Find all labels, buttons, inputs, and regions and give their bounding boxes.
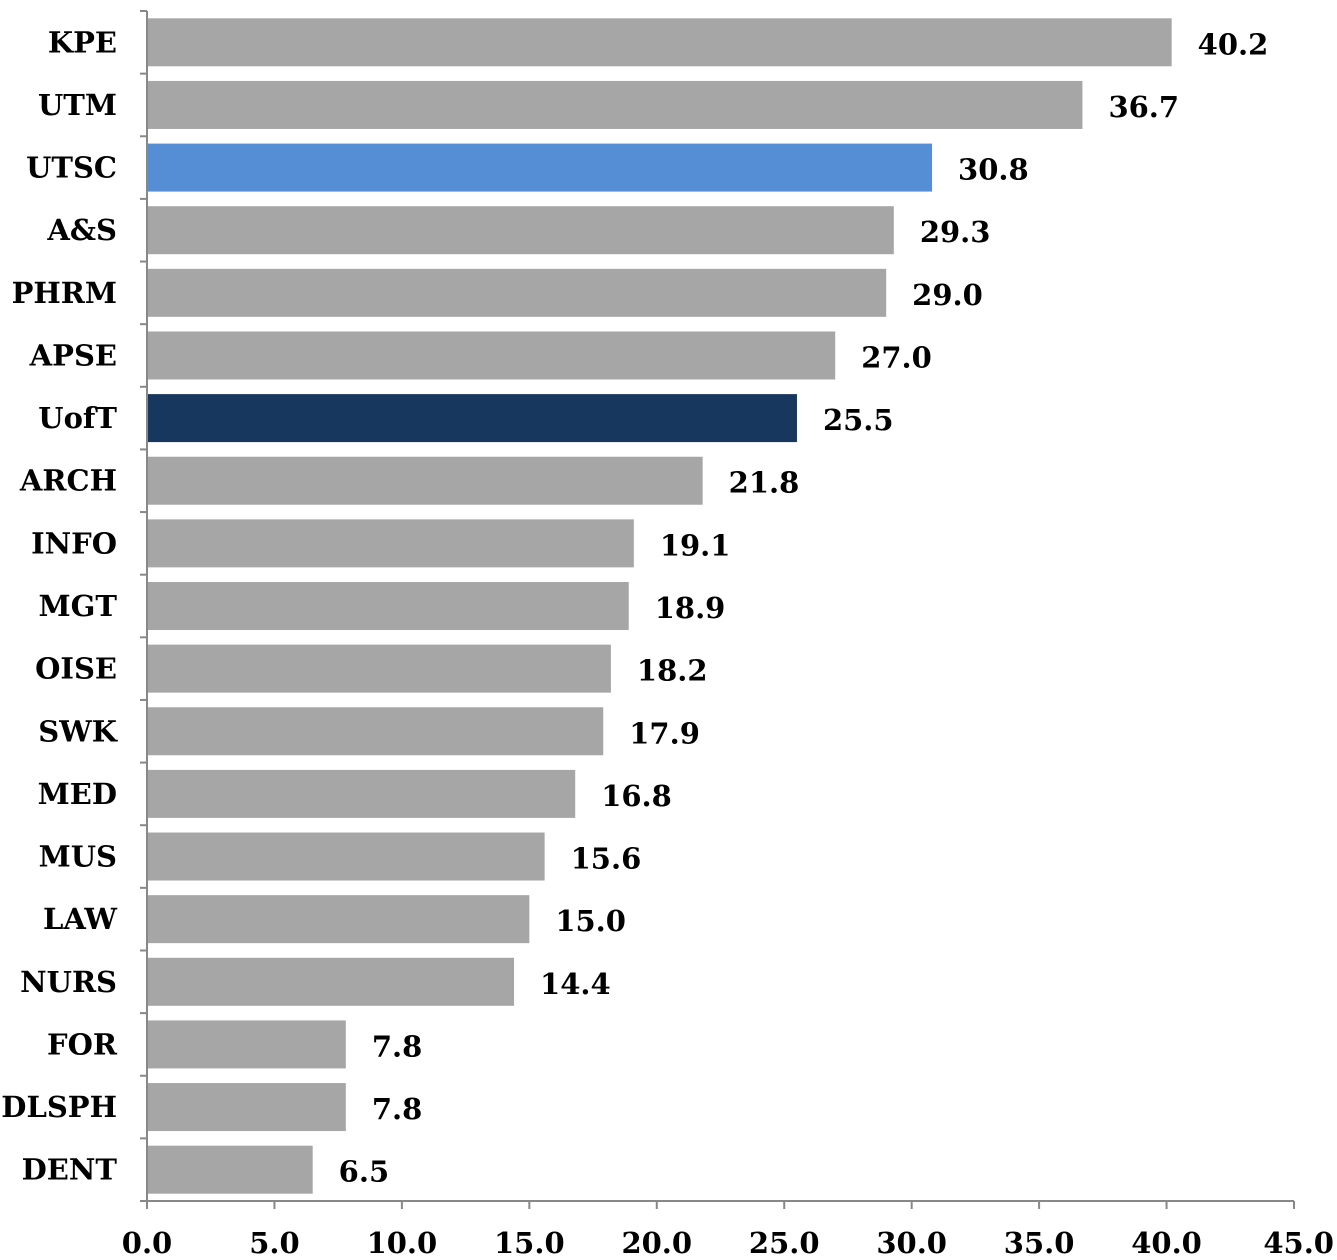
category-label-dent: DENT bbox=[22, 1153, 118, 1187]
value-label-mgt: 18.9 bbox=[655, 591, 726, 625]
bar-mgt bbox=[147, 582, 629, 630]
category-label-aands: A&S bbox=[46, 213, 117, 247]
category-label-mgt: MGT bbox=[39, 589, 118, 623]
labels-group: KPE 40.2 UTM 36.7 UTSC 30.8 A&S 29.3 PHRM 29.0 APS… bbox=[1, 25, 1334, 1260]
value-label-kpe: 40.2 bbox=[1198, 27, 1269, 61]
bar-kpe bbox=[147, 18, 1172, 67]
bar-dent bbox=[147, 1145, 313, 1194]
bar-dlsph bbox=[147, 1083, 346, 1132]
value-label-mus: 15.6 bbox=[571, 842, 642, 876]
value-label-utsc: 30.8 bbox=[958, 153, 1029, 187]
category-label-apse: APSE bbox=[29, 338, 117, 372]
x-tick-label: 30.0 bbox=[876, 1226, 947, 1260]
value-label-info: 19.1 bbox=[660, 528, 731, 562]
value-label-apse: 27.0 bbox=[861, 340, 932, 374]
bars-group bbox=[147, 18, 1172, 1194]
category-label-oise: OISE bbox=[35, 652, 117, 686]
value-label-swk: 17.9 bbox=[629, 716, 700, 750]
value-label-med: 16.8 bbox=[601, 779, 672, 813]
x-tick-label: 0.0 bbox=[122, 1226, 172, 1260]
bar-for bbox=[147, 1020, 346, 1069]
value-label-dent: 6.5 bbox=[339, 1155, 389, 1189]
value-label-utm: 36.7 bbox=[1108, 90, 1179, 124]
x-tick-label: 45.0 bbox=[1263, 1226, 1334, 1260]
bar-swk bbox=[147, 707, 604, 756]
x-tick-label: 25.0 bbox=[749, 1226, 820, 1260]
value-label-dlsph: 7.8 bbox=[372, 1092, 422, 1126]
category-label-info: INFO bbox=[31, 526, 117, 560]
value-label-oise: 18.2 bbox=[637, 654, 708, 688]
bar-utsc bbox=[147, 143, 933, 192]
bar-med bbox=[147, 769, 576, 818]
category-label-uoft: UofT bbox=[38, 401, 117, 435]
x-tick-label: 5.0 bbox=[249, 1226, 299, 1260]
bar-aands bbox=[147, 206, 894, 255]
category-label-law: LAW bbox=[43, 902, 117, 936]
value-label-for: 7.8 bbox=[372, 1029, 422, 1063]
value-label-aands: 29.3 bbox=[920, 215, 991, 249]
value-label-uoft: 25.5 bbox=[823, 403, 894, 437]
category-label-mus: MUS bbox=[39, 840, 117, 874]
bar-nurs bbox=[147, 957, 515, 1006]
bar-oise bbox=[147, 644, 611, 693]
category-label-phrm: PHRM bbox=[12, 276, 117, 310]
bar-info bbox=[147, 519, 634, 568]
x-tick-label: 15.0 bbox=[494, 1226, 565, 1260]
x-tick-label: 40.0 bbox=[1131, 1226, 1202, 1260]
category-label-utsc: UTSC bbox=[26, 151, 117, 185]
category-label-for: FOR bbox=[47, 1027, 118, 1061]
x-tick-label: 10.0 bbox=[367, 1226, 438, 1260]
bar-mus bbox=[147, 832, 545, 881]
category-label-med: MED bbox=[38, 777, 117, 811]
bar-utm bbox=[147, 80, 1083, 129]
value-label-phrm: 29.0 bbox=[912, 278, 983, 312]
category-label-dlsph: DLSPH bbox=[1, 1090, 117, 1124]
category-label-swk: SWK bbox=[38, 714, 119, 748]
bar-arch bbox=[147, 456, 703, 505]
value-label-nurs: 14.4 bbox=[540, 967, 611, 1001]
category-label-utm: UTM bbox=[38, 88, 117, 122]
value-label-law: 15.0 bbox=[555, 904, 626, 938]
bar-phrm bbox=[147, 268, 887, 317]
category-label-kpe: KPE bbox=[48, 25, 117, 59]
x-tick-label: 20.0 bbox=[621, 1226, 692, 1260]
bar-apse bbox=[147, 331, 836, 380]
axes-group bbox=[140, 10, 1295, 1209]
bar-uoft bbox=[147, 394, 797, 443]
x-tick-label: 35.0 bbox=[1004, 1226, 1075, 1260]
category-label-arch: ARCH bbox=[19, 464, 117, 498]
bar-law bbox=[147, 895, 530, 944]
category-label-nurs: NURS bbox=[20, 965, 117, 999]
value-label-arch: 21.8 bbox=[729, 466, 800, 500]
